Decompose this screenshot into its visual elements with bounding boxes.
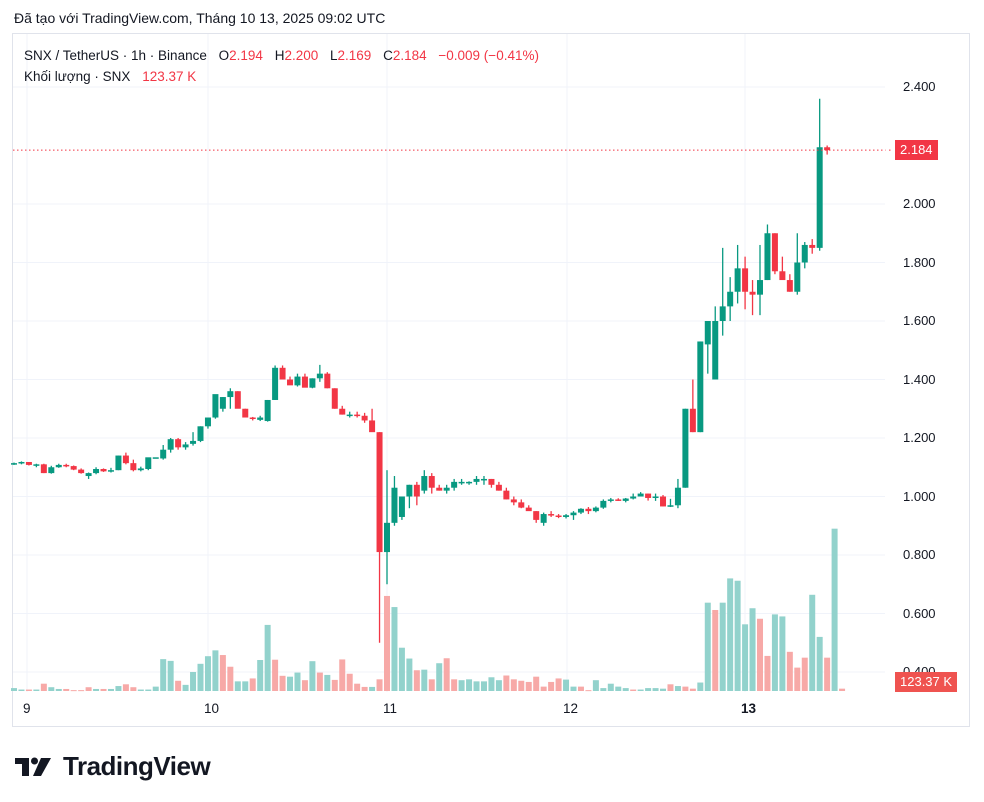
time-tick-label: 12 <box>563 701 579 716</box>
time-tick-label: 9 <box>23 701 31 716</box>
last-volume-badge: 123.37 K <box>895 672 958 692</box>
ohlc-row: SNX / TetherUS · 1h · Binance O2.194 H2.… <box>24 45 539 66</box>
open-label: O <box>218 48 230 63</box>
price-tick-label: 0.800 <box>903 547 936 562</box>
chart-legend: SNX / TetherUS · 1h · Binance O2.194 H2.… <box>24 45 539 87</box>
time-tick-label: 13 <box>741 701 757 716</box>
symbol-label[interactable]: SNX / TetherUS · 1h · Binance <box>24 48 207 63</box>
logo-text: TradingView <box>63 751 211 781</box>
close-value: 2.184 <box>392 48 427 63</box>
close-label: C <box>383 48 393 63</box>
price-tick-label: 1.800 <box>903 254 936 270</box>
low-value: 2.169 <box>337 48 372 63</box>
high-label: H <box>274 48 285 63</box>
chart-caption: Đã tạo với TradingView.com, Tháng 10 13,… <box>14 10 386 26</box>
price-tick-label: 2.400 <box>903 79 936 94</box>
open-value: 2.194 <box>229 48 263 63</box>
price-tick-label: 1.000 <box>903 488 936 504</box>
high-value: 2.200 <box>284 48 319 63</box>
tradingview-logo[interactable]: TradingView <box>15 751 211 782</box>
price-tick-label: 1.200 <box>903 430 936 445</box>
volume-label[interactable]: Khối lượng · SNX <box>24 69 131 84</box>
price-tick-label: 0.600 <box>903 605 936 621</box>
volume-row: Khối lượng · SNX 123.37 K <box>24 66 539 87</box>
time-tick-label: 11 <box>383 701 398 716</box>
low-label: L <box>330 48 338 63</box>
price-tick-label: 1.400 <box>903 371 936 387</box>
time-tick-label: 10 <box>204 701 220 716</box>
tradingview-logo-icon <box>15 757 51 776</box>
change-value: −0.009 (−0.41%) <box>438 48 539 63</box>
chart-frame <box>12 33 970 727</box>
price-tick-label: 1.600 <box>903 313 936 328</box>
volume-value: 123.37 K <box>142 69 197 84</box>
price-tick-label: 2.000 <box>903 196 936 211</box>
last-price-badge: 2.184 <box>895 140 938 160</box>
